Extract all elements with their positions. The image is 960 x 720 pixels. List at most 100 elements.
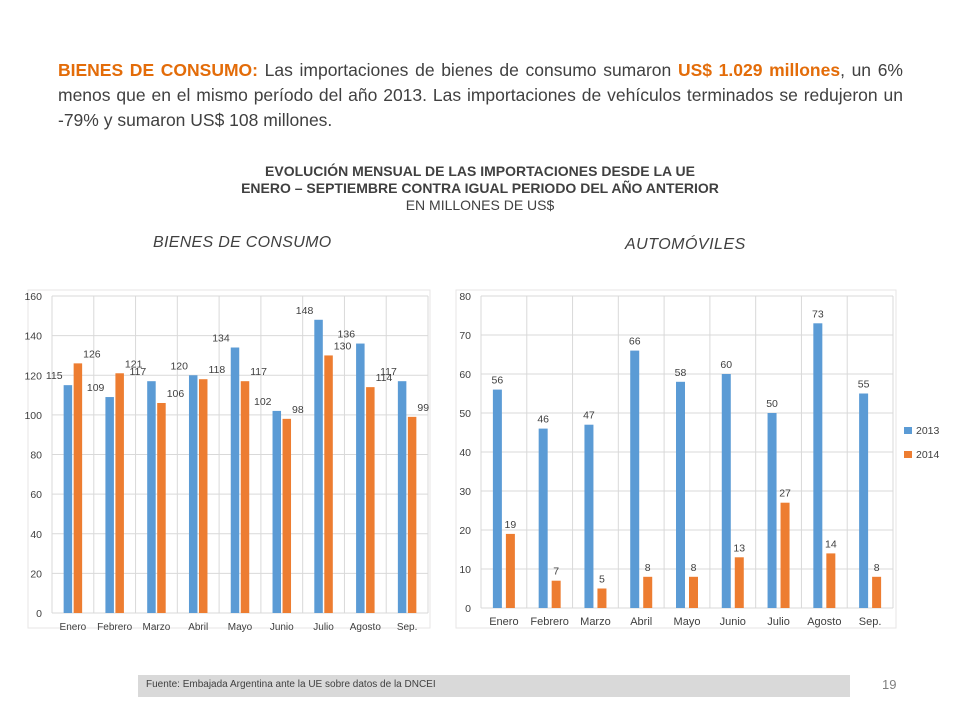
x-tick-label-0-4: Mayo <box>228 622 253 633</box>
bar-0-s0-0 <box>63 385 73 613</box>
data-label-0-s1-7: 114 <box>376 372 393 384</box>
data-label-1-s1-6: 27 <box>779 488 791 500</box>
y-tick-label-1-7: 70 <box>459 330 471 342</box>
chart-heading-line2: ENERO – SEPTIEMBRE CONTRA IGUAL PERIODO … <box>241 180 719 196</box>
bar-1-s1-5 <box>734 557 744 608</box>
data-label-0-s0-6: 148 <box>296 305 314 317</box>
y-tick-label-1-6: 60 <box>459 369 471 381</box>
y-tick-label-0-3: 60 <box>30 489 42 501</box>
chart-heading-line3: EN MILLONES DE US$ <box>405 197 555 213</box>
bar-0-s0-4 <box>230 347 240 613</box>
x-tick-label-1-8: Sep. <box>859 616 882 628</box>
bar-1-s0-5 <box>721 374 731 608</box>
x-tick-label-0-1: Febrero <box>97 622 132 633</box>
bar-1-s0-2 <box>584 424 594 608</box>
x-tick-label-0-2: Marzo <box>143 622 171 633</box>
data-label-1-s0-3: 66 <box>629 336 641 348</box>
bar-0-s1-2 <box>157 402 166 613</box>
data-label-1-s1-8: 8 <box>874 562 880 574</box>
data-label-1-s0-8: 55 <box>858 379 870 391</box>
data-label-0-s0-5: 102 <box>254 396 272 408</box>
bar-1-s0-7 <box>813 323 823 608</box>
data-label-0-s1-5: 98 <box>292 404 304 416</box>
bar-0-s1-0 <box>73 363 83 613</box>
data-label-0-s1-8: 99 <box>417 402 429 414</box>
x-tick-label-1-5: Junio <box>720 616 746 628</box>
bar-0-s0-7 <box>356 343 365 613</box>
data-label-1-s0-0: 56 <box>492 375 504 387</box>
data-label-0-s1-6: 130 <box>334 340 352 352</box>
bar-0-s1-1 <box>115 373 124 613</box>
chart-frame-1 <box>455 289 897 629</box>
subtitle-consumer-goods: BIENES DE CONSUMO <box>153 234 332 251</box>
y-tick-label-1-8: 80 <box>459 291 471 303</box>
x-tick-label-1-3: Abril <box>630 616 652 628</box>
bar-0-s0-2 <box>147 381 156 613</box>
bar-1-s1-2 <box>597 588 607 608</box>
y-tick-label-1-3: 30 <box>459 486 471 498</box>
data-label-1-s0-7: 73 <box>812 308 824 320</box>
data-label-0-s1-1: 121 <box>125 358 143 370</box>
bar-1-s0-4 <box>676 381 685 608</box>
intro-text-2: , un 6% menos que en el mismo período de… <box>58 60 903 130</box>
data-label-1-s1-3: 8 <box>645 562 651 574</box>
bar-0-s0-8 <box>397 381 407 613</box>
bar-1-s0-6 <box>767 413 777 608</box>
y-tick-label-0-2: 40 <box>30 529 42 541</box>
bar-0-s1-5 <box>282 418 292 613</box>
bar-0-s0-1 <box>105 397 114 613</box>
bar-1-s0-8 <box>859 393 869 608</box>
bar-0-s1-6 <box>324 355 333 613</box>
data-label-1-s1-0: 19 <box>505 519 517 531</box>
footer-bar: Fuente: Embajada Argentina ante la UE so… <box>138 675 850 697</box>
data-label-1-s0-4: 58 <box>675 367 687 379</box>
bar-1-s0-3 <box>630 350 640 608</box>
data-label-1-s0-6: 50 <box>766 398 778 410</box>
data-label-0-s0-1: 109 <box>87 382 105 394</box>
subtitle-automobiles: AUTOMÓVILES <box>625 236 746 253</box>
bar-1-s1-3 <box>643 576 653 608</box>
x-tick-label-1-2: Marzo <box>580 616 611 628</box>
bar-1-s1-8 <box>872 576 882 608</box>
data-label-1-s1-7: 14 <box>825 538 837 550</box>
data-label-0-s1-2: 106 <box>167 388 185 400</box>
page-number: 19 <box>882 677 897 692</box>
x-tick-label-0-5: Junio <box>270 622 294 633</box>
y-tick-label-1-5: 50 <box>459 408 471 420</box>
bar-1-s1-4 <box>689 576 698 608</box>
data-label-1-s0-2: 47 <box>583 410 595 422</box>
bar-0-s0-5 <box>272 410 282 613</box>
bar-0-s1-4 <box>240 381 250 613</box>
bar-1-s0-1 <box>538 428 548 608</box>
legend-swatch-1 <box>904 451 912 458</box>
data-label-0-s0-7: 136 <box>338 329 356 341</box>
y-tick-label-1-2: 20 <box>459 525 471 537</box>
bar-1-s1-7 <box>826 553 836 608</box>
data-label-0-s1-4: 117 <box>250 366 267 378</box>
y-tick-label-0-5: 100 <box>24 410 42 422</box>
x-tick-label-0-6: Julio <box>313 622 334 633</box>
x-tick-label-1-4: Mayo <box>674 616 701 628</box>
data-label-0-s0-3: 120 <box>170 360 188 372</box>
x-tick-label-0-8: Sep. <box>397 622 418 633</box>
intro-text-1: Las importaciones de bienes de consumo s… <box>257 60 678 80</box>
x-tick-label-0-7: Agosto <box>350 622 382 633</box>
data-label-0-s0-2: 117 <box>129 366 146 378</box>
x-tick-label-1-1: Febrero <box>530 616 569 628</box>
intro-paragraph: BIENES DE CONSUMO: Las importaciones de … <box>58 58 903 133</box>
y-tick-label-0-1: 20 <box>30 568 42 580</box>
data-label-1-s0-5: 60 <box>720 359 732 371</box>
data-label-0-s0-8: 117 <box>380 366 397 378</box>
data-label-1-s0-1: 46 <box>537 414 549 426</box>
bar-0-s0-6 <box>314 319 323 613</box>
bar-1-s1-0 <box>505 533 515 608</box>
bar-1-s1-6 <box>780 502 790 608</box>
data-label-0-s0-4: 134 <box>212 333 230 345</box>
y-tick-label-1-4: 40 <box>459 447 471 459</box>
data-label-1-s1-5: 13 <box>733 542 745 554</box>
footer-source: Fuente: Embajada Argentina ante la UE so… <box>146 679 436 690</box>
chart-frame-0 <box>27 289 431 629</box>
y-tick-label-1-1: 10 <box>459 564 471 576</box>
bar-1-s1-1 <box>551 580 561 608</box>
